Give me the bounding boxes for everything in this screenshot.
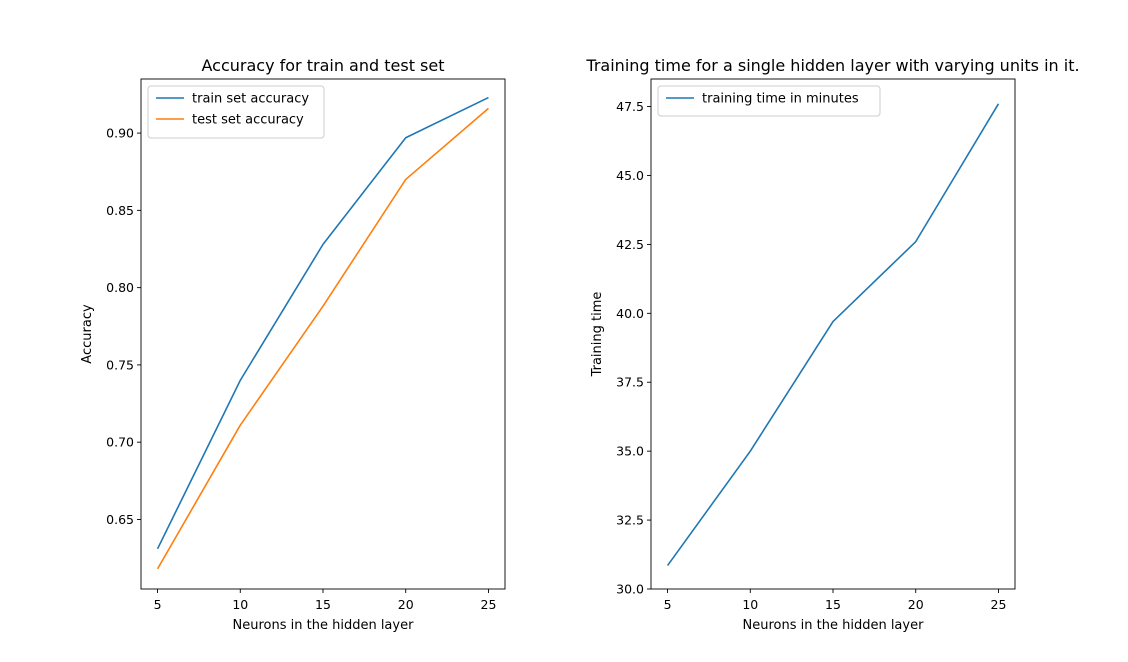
y-tick-label: 32.5 bbox=[616, 513, 644, 528]
axes-frame bbox=[140, 78, 506, 590]
x-tick-label: 5 bbox=[154, 597, 162, 612]
series-line-1 bbox=[666, 103, 1000, 567]
legend-box bbox=[657, 85, 881, 117]
legend: training time in minutes bbox=[657, 85, 881, 117]
y-tick-label: 35.0 bbox=[616, 444, 644, 459]
y-tick-label: 0.90 bbox=[106, 126, 134, 141]
y-axis-label: Training time bbox=[590, 292, 605, 378]
x-tick-label: 15 bbox=[825, 597, 841, 612]
accuracy-chart: Accuracy for train and test set 5 10 15 20 25… bbox=[80, 56, 506, 633]
x-tick-label: 5 bbox=[664, 597, 672, 612]
y-tick-label: 30.0 bbox=[616, 582, 644, 597]
x-tick-label: 20 bbox=[908, 597, 924, 612]
x-tick-label: 20 bbox=[398, 597, 414, 612]
legend-entry-1: training time in minutes bbox=[702, 92, 859, 107]
series-line-1 bbox=[156, 96, 489, 550]
x-tick-label: 10 bbox=[742, 597, 758, 612]
x-axis-label: Neurons in the hidden layer bbox=[233, 618, 415, 633]
x-axis-label: Neurons in the hidden layer bbox=[743, 618, 925, 633]
y-tick-label: 40.0 bbox=[616, 306, 644, 321]
y-tick-label: 45.0 bbox=[616, 168, 644, 183]
y-tick-label: 0.75 bbox=[106, 357, 134, 372]
series-line-2 bbox=[156, 107, 489, 570]
x-tick-label: 10 bbox=[232, 597, 248, 612]
training-time-chart: Training time for a single hidden layer … bbox=[585, 56, 1079, 633]
legend-box bbox=[147, 85, 325, 139]
legend-entry-1: train set accuracy bbox=[192, 92, 309, 107]
y-tick-label: 0.80 bbox=[106, 280, 134, 295]
legend: train set accuracy test set accuracy bbox=[147, 85, 325, 139]
y-tick-label: 0.85 bbox=[106, 203, 134, 218]
y-tick-label: 42.5 bbox=[616, 237, 644, 252]
chart-title: Accuracy for train and test set bbox=[202, 56, 445, 75]
y-tick-label: 37.5 bbox=[616, 375, 644, 390]
y-tick-label: 0.70 bbox=[106, 435, 134, 450]
y-tick-label: 47.5 bbox=[616, 99, 644, 114]
legend-entry-2: test set accuracy bbox=[192, 113, 304, 128]
chart-title: Training time for a single hidden layer … bbox=[585, 56, 1079, 75]
x-tick-label: 25 bbox=[991, 597, 1007, 612]
y-axis-label: Accuracy bbox=[80, 304, 95, 364]
x-tick-label: 25 bbox=[481, 597, 497, 612]
y-tick-label: 0.65 bbox=[106, 512, 134, 527]
x-tick-label: 15 bbox=[315, 597, 331, 612]
